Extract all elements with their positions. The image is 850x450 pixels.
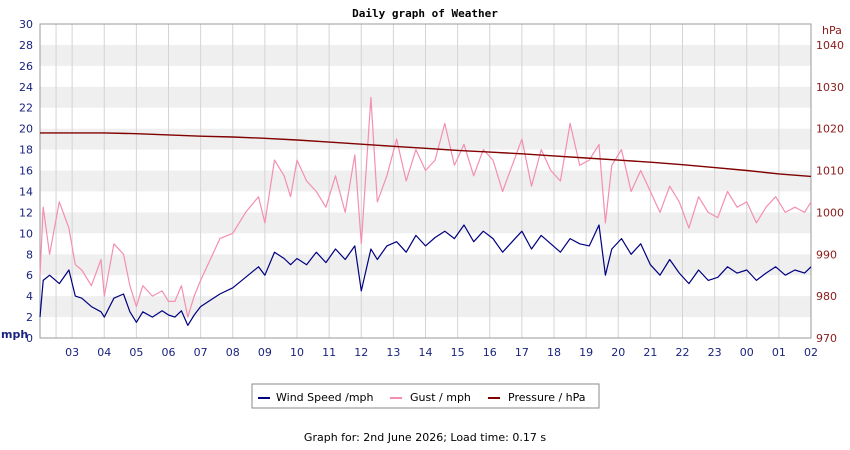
y-left-tick-label: 10	[19, 227, 33, 240]
y-left-tick-label: 4	[26, 290, 33, 303]
y-right-tick-label: 990	[816, 248, 837, 261]
x-tick-label: 01	[772, 346, 786, 359]
x-tick-label: 16	[483, 346, 497, 359]
y-left-tick-label: 20	[19, 123, 33, 136]
x-tick-label: 02	[804, 346, 818, 359]
chart-title: Daily graph of Weather	[352, 7, 498, 20]
y-left-tick-label: 8	[26, 248, 33, 261]
x-tick-label: 13	[386, 346, 400, 359]
axes	[39, 23, 812, 339]
x-tick-label: 08	[226, 346, 240, 359]
x-tick-label: 22	[676, 346, 690, 359]
y-left-tick-label: 22	[19, 102, 33, 115]
y-left-tick-label: 14	[19, 185, 33, 198]
y-right-tick-label: 1010	[816, 165, 844, 178]
y-left-tick-label: 28	[19, 39, 33, 52]
x-tick-label: 09	[258, 346, 272, 359]
y-left-tick-label: 26	[19, 60, 33, 73]
y-right-tick-label: 1030	[816, 81, 844, 94]
x-tick-label: 03	[65, 346, 79, 359]
x-tick-label: 10	[290, 346, 304, 359]
x-tick-label: 05	[129, 346, 143, 359]
y-left-tick-label: 0	[26, 332, 33, 345]
x-tick-label: 11	[322, 346, 336, 359]
right-axis-unit: hPa	[822, 24, 842, 37]
tick-labels: 0246810121416182022242628309709809901000…	[19, 18, 844, 359]
x-tick-label: 18	[547, 346, 561, 359]
y-left-tick-label: 30	[19, 18, 33, 31]
y-left-tick-label: 2	[26, 311, 33, 324]
y-left-tick-label: 6	[26, 269, 33, 282]
legend-label-gust: Gust / mph	[410, 391, 471, 404]
x-tick-label: 12	[354, 346, 368, 359]
y-right-tick-label: 1040	[816, 39, 844, 52]
plot-frame	[39, 23, 812, 339]
plot-area	[39, 96, 812, 326]
pressure-series-line	[40, 132, 812, 178]
x-tick-label: 21	[643, 346, 657, 359]
y-right-tick-label: 1000	[816, 206, 844, 219]
legend: Wind Speed /mph Gust / mph Pressure / hP…	[251, 383, 600, 409]
x-tick-label: 00	[740, 346, 754, 359]
legend-label-pressure: Pressure / hPa	[508, 391, 586, 404]
x-tick-label: 17	[515, 346, 529, 359]
x-tick-label: 15	[451, 346, 465, 359]
y-left-tick-label: 12	[19, 206, 33, 219]
x-tick-label: 06	[162, 346, 176, 359]
footer-status: Graph for: 2nd June 2026; Load time: 0.1…	[303, 431, 547, 444]
y-right-tick-label: 1020	[816, 123, 844, 136]
x-tick-label: 04	[97, 346, 111, 359]
x-tick-label: 23	[708, 346, 722, 359]
y-right-tick-label: 980	[816, 290, 837, 303]
x-tick-label: 19	[579, 346, 593, 359]
y-left-tick-label: 18	[19, 144, 33, 157]
left-axis-unit: mph	[1, 328, 28, 341]
gust-series-line	[39, 96, 812, 318]
y-left-tick-label: 16	[19, 165, 33, 178]
x-tick-label: 20	[611, 346, 625, 359]
y-left-tick-label: 24	[19, 81, 33, 94]
x-tick-label: 14	[419, 346, 433, 359]
x-tick-label: 07	[194, 346, 208, 359]
legend-box	[251, 383, 600, 409]
wind-series-line	[39, 224, 812, 326]
y-right-tick-label: 970	[816, 332, 837, 345]
legend-label-wind: Wind Speed /mph	[276, 391, 374, 404]
